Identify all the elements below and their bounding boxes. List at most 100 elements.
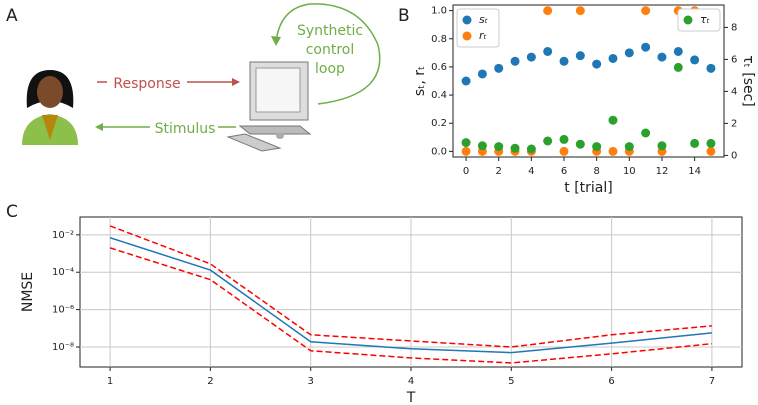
- point: [592, 59, 602, 69]
- y-tick-label: 0.8: [431, 34, 447, 45]
- x-tick-label: 4: [408, 376, 414, 387]
- point: [592, 142, 602, 152]
- point: [526, 144, 536, 154]
- x-tick-label: 5: [508, 376, 514, 387]
- point: [575, 139, 585, 149]
- point: [559, 146, 569, 156]
- point: [641, 128, 651, 138]
- x-tick-label: 2: [207, 376, 213, 387]
- plot-frame: [452, 4, 725, 158]
- point: [624, 142, 634, 152]
- stimulus-arrow: [95, 123, 236, 131]
- point: [706, 138, 716, 148]
- y2-tick-label: 4: [731, 86, 737, 97]
- point: [477, 69, 487, 79]
- x-tick-label: 8: [593, 166, 599, 177]
- point: [690, 138, 700, 148]
- x-tick-label: 7: [709, 376, 715, 387]
- legend-box: [677, 8, 721, 32]
- y-axis-label: sₜ, rₜ: [412, 66, 428, 96]
- point: [559, 134, 569, 144]
- x-tick-label: 14: [688, 166, 701, 177]
- x-tick-label: 4: [528, 166, 534, 177]
- panel-label: C: [6, 202, 18, 222]
- x-axis-label: t [trial]: [564, 180, 612, 196]
- y-tick-label: 1.0: [431, 6, 447, 17]
- x-tick-label: 3: [308, 376, 314, 387]
- point: [641, 42, 651, 52]
- point: [608, 53, 618, 63]
- y2-tick-label: 6: [731, 54, 737, 65]
- point: [559, 56, 569, 66]
- legend-marker: [683, 15, 693, 25]
- y2-tick-label: 2: [731, 118, 737, 129]
- computer-icon: [226, 61, 312, 152]
- loop-label: Synthetic: [297, 23, 363, 39]
- legend-box: [456, 8, 500, 48]
- point: [510, 143, 520, 153]
- point: [494, 63, 504, 73]
- point: [543, 136, 553, 146]
- y-tick-label: 0.0: [431, 146, 447, 157]
- point: [461, 76, 471, 86]
- point: [673, 62, 683, 72]
- panel-label: B: [398, 6, 410, 26]
- legend-marker: [462, 15, 472, 25]
- point: [575, 51, 585, 61]
- point: [690, 55, 700, 65]
- y2-axis-label: τₜ [sec]: [740, 55, 756, 107]
- y-tick-label: 10⁻⁶: [52, 305, 74, 316]
- point: [608, 115, 618, 125]
- person-icon: [22, 70, 78, 145]
- point: [543, 46, 553, 56]
- legend-label: τₜ: [700, 13, 710, 26]
- response-arrow: [97, 78, 240, 86]
- x-tick-label: 1: [107, 376, 113, 387]
- y-tick-label: 10⁻²: [52, 230, 74, 241]
- y-tick-label: 0.4: [431, 90, 447, 101]
- x-tick-label: 0: [463, 166, 469, 177]
- y-tick-label: 0.6: [431, 62, 447, 73]
- loop-label: loop: [315, 61, 345, 77]
- point: [461, 138, 471, 148]
- stimulus-label: Stimulus: [155, 121, 216, 137]
- x-axis-label: T: [406, 390, 416, 405]
- y-tick-label: 0.2: [431, 118, 447, 129]
- point: [641, 6, 651, 16]
- point: [706, 63, 716, 73]
- x-tick-label: 6: [608, 376, 614, 387]
- y2-tick-label: 8: [731, 22, 737, 33]
- legend-label: sₜ: [479, 13, 488, 26]
- x-tick-label: 10: [623, 166, 636, 177]
- point: [706, 146, 716, 156]
- legend-label: rₜ: [479, 29, 487, 42]
- point: [575, 6, 585, 16]
- series-line: [109, 225, 712, 348]
- x-tick-label: 2: [496, 166, 502, 177]
- point: [543, 6, 553, 16]
- point: [510, 56, 520, 66]
- series-line: [109, 237, 712, 354]
- loop-arrowhead: [271, 36, 281, 46]
- legend-marker: [462, 31, 472, 41]
- series-line: [109, 247, 712, 364]
- loop-label: control: [306, 42, 355, 58]
- loop-arrow: [275, 3, 381, 105]
- point: [608, 146, 618, 156]
- point: [673, 46, 683, 56]
- point: [657, 141, 667, 151]
- x-tick-label: 6: [561, 166, 567, 177]
- point: [494, 142, 504, 152]
- panel-label: A: [6, 6, 18, 26]
- y2-tick-label: 0: [731, 150, 737, 161]
- point: [624, 48, 634, 58]
- y-tick-label: 10⁻⁴: [52, 267, 74, 278]
- x-tick-label: 12: [656, 166, 669, 177]
- point: [461, 146, 471, 156]
- point: [477, 141, 487, 151]
- point: [657, 52, 667, 62]
- response-label: Response: [113, 76, 180, 92]
- y-axis-label: NMSE: [20, 272, 36, 312]
- y-tick-label: 10⁻⁸: [52, 342, 74, 353]
